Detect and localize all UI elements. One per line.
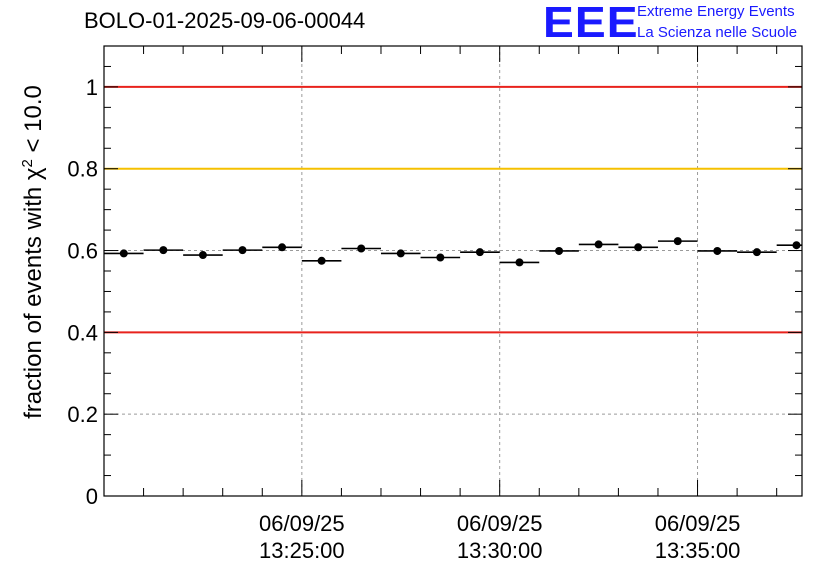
data-point — [436, 253, 445, 262]
x-tick-label-time: 13:30:00 — [457, 538, 543, 563]
data-point — [594, 240, 603, 249]
reference-lines — [104, 85, 802, 334]
data-point — [238, 246, 247, 255]
y-tick-label: 0.2 — [67, 402, 98, 427]
data-point — [673, 237, 682, 246]
data-point — [634, 243, 643, 252]
data-point — [475, 248, 484, 257]
data-point — [515, 258, 524, 267]
data-series — [104, 237, 802, 267]
y-tick-label: 1 — [86, 75, 98, 100]
grid — [104, 46, 802, 496]
data-point — [713, 246, 722, 255]
y-tick-label: 0.4 — [67, 320, 98, 345]
logo-caption-line1: Extreme Energy Events — [637, 3, 795, 20]
data-point — [792, 241, 801, 250]
logo-caption-line2: La Scienza nelle Scuole — [637, 24, 798, 41]
data-point — [357, 244, 366, 253]
x-tick-label-date: 06/09/25 — [655, 511, 741, 536]
tick-labels: 00.20.40.60.8106/09/2513:25:0006/09/2513… — [67, 75, 740, 563]
data-point — [278, 243, 287, 252]
x-tick-label-date: 06/09/25 — [457, 511, 543, 536]
data-point — [119, 249, 128, 258]
x-tick-label-time: 13:25:00 — [259, 538, 345, 563]
y-tick-label: 0.8 — [67, 157, 98, 182]
x-tick-label-date: 06/09/25 — [259, 511, 345, 536]
eee-logo: EEE — [543, 0, 639, 47]
data-point — [198, 251, 207, 260]
axis-ticks — [104, 45, 802, 497]
chart-title: BOLO-01-2025-09-06-00044 — [84, 8, 366, 33]
y-tick-label: 0.6 — [67, 239, 98, 264]
y-tick-label: 0 — [86, 484, 98, 509]
data-point — [555, 246, 564, 255]
data-point — [396, 249, 405, 258]
data-point — [317, 256, 326, 265]
data-point — [752, 248, 761, 257]
data-point — [159, 246, 168, 255]
x-tick-label-time: 13:35:00 — [655, 538, 741, 563]
